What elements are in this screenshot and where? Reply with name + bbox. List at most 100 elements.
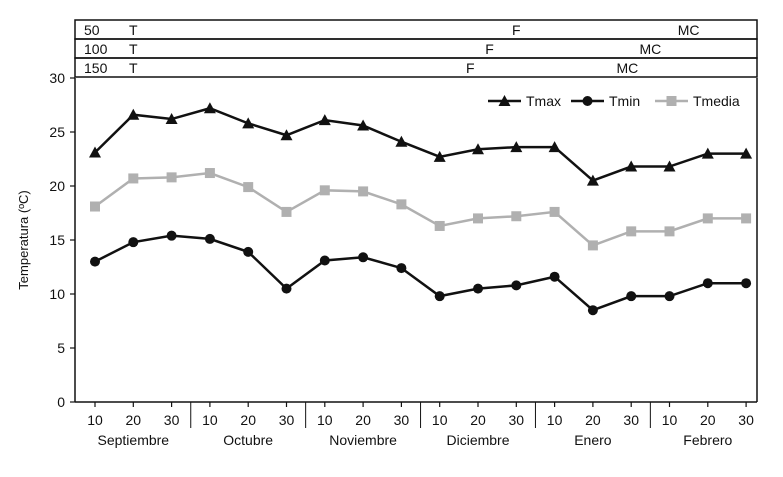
x-tick-label: 30: [738, 412, 754, 428]
tmin-point: [664, 291, 675, 302]
phenology-band: [74, 57, 758, 78]
y-tick-label: 25: [49, 124, 65, 140]
tmedia-point: [281, 206, 292, 217]
band-stage-mark: MC: [616, 60, 638, 76]
month-label: Septiembre: [98, 432, 170, 448]
tmin-point: [243, 246, 254, 257]
tmax-point: [318, 114, 331, 126]
tmin-point: [166, 230, 177, 241]
tmin-point: [626, 291, 637, 302]
band-depth-label: 150: [84, 60, 108, 76]
tmedia-point: [319, 185, 330, 196]
month-label: Octubre: [223, 432, 273, 448]
tmedia-point: [549, 206, 560, 217]
tmin-point: [204, 233, 215, 244]
tmin-point: [587, 305, 598, 316]
tmax-point: [510, 141, 523, 153]
x-tick-label: 20: [355, 412, 371, 428]
tmedia-point: [741, 213, 752, 224]
tmedia-line: [94, 171, 747, 247]
band-stage-mark: T: [129, 41, 138, 57]
tmax-point: [127, 108, 140, 120]
y-tick-label: 10: [49, 286, 65, 302]
tmedia-point: [204, 168, 215, 179]
x-tick-label: 30: [509, 412, 525, 428]
tmedia-point: [473, 213, 483, 224]
tmax-line: [94, 106, 747, 183]
x-tick-label: 20: [126, 412, 142, 428]
tmedia-point: [587, 240, 598, 251]
tmedia-point: [358, 186, 369, 197]
legend-label: Tmax: [526, 93, 561, 109]
band-stage-mark: F: [485, 41, 494, 57]
tmedia-point: [166, 172, 177, 183]
band-stage-mark: T: [129, 22, 138, 38]
band-stage-mark: F: [466, 60, 475, 76]
month-label: Febrero: [683, 432, 732, 448]
tmin-point: [741, 278, 752, 289]
tmax-point: [89, 146, 101, 158]
x-tick-label: 30: [394, 412, 410, 428]
tmedia-point: [243, 182, 254, 193]
month-label: Diciembre: [446, 432, 509, 448]
tmin-point: [473, 283, 483, 294]
tmax-point: [472, 143, 484, 155]
tmax-point: [280, 129, 293, 141]
month-label: Enero: [574, 432, 612, 448]
tmin-point: [549, 271, 560, 282]
y-tick-label: 15: [49, 232, 65, 248]
tmax-point: [433, 150, 446, 162]
x-tick-label: 10: [317, 412, 333, 428]
band-stage-mark: T: [129, 60, 138, 76]
x-tick-label: 10: [87, 412, 103, 428]
tmedia-point: [396, 199, 407, 210]
tmin-point: [128, 237, 139, 248]
tmedia-point: [128, 173, 139, 184]
phenology-band: [74, 19, 758, 40]
x-tick-label: 20: [470, 412, 486, 428]
y-tick-label: 20: [49, 178, 65, 194]
tmin-point: [319, 255, 330, 266]
tmax-point: [740, 147, 753, 159]
tmax-point: [357, 119, 370, 131]
tmin-point: [358, 252, 369, 263]
band-stage-mark: MC: [678, 22, 700, 38]
tmax-point: [701, 147, 714, 159]
x-tick-label: 20: [700, 412, 716, 428]
tmin-line: [94, 234, 747, 312]
y-tick-label: 30: [49, 70, 65, 86]
tmax-point: [548, 141, 561, 153]
tmedia-point: [626, 226, 637, 237]
x-tick-label: 20: [240, 412, 256, 428]
month-label: Noviembre: [329, 432, 397, 448]
band-depth-label: 50: [84, 22, 100, 38]
tmedia-point: [702, 213, 713, 224]
tmax-point: [498, 95, 511, 106]
tmin-point: [702, 278, 713, 289]
band-stage-mark: F: [512, 22, 521, 38]
tmin-point: [281, 283, 292, 294]
y-tick-label: 5: [57, 340, 65, 356]
tmax-point: [625, 160, 638, 172]
tmax-point: [165, 113, 178, 125]
tmax-point: [242, 117, 255, 129]
x-tick-label: 20: [585, 412, 601, 428]
tmedia-point: [434, 220, 445, 231]
tmax-point: [586, 174, 599, 186]
tmax-point: [395, 135, 408, 147]
x-tick-label: 10: [432, 412, 448, 428]
x-tick-label: 10: [547, 412, 563, 428]
legend-label: Tmin: [609, 93, 640, 109]
legend-label: Tmedia: [693, 93, 740, 109]
tmin-point: [582, 96, 593, 106]
x-tick-label: 30: [279, 412, 295, 428]
tmin-point: [396, 263, 407, 274]
tmin-point: [434, 291, 445, 302]
tmedia-point: [664, 226, 675, 237]
y-tick-label: 0: [57, 394, 65, 410]
tmedia-point: [511, 211, 522, 222]
band-depth-label: 100: [84, 41, 108, 57]
tmin-point: [511, 280, 522, 291]
band-stage-mark: MC: [639, 41, 661, 57]
y-axis-title: Temperatura (ºC): [16, 190, 31, 289]
